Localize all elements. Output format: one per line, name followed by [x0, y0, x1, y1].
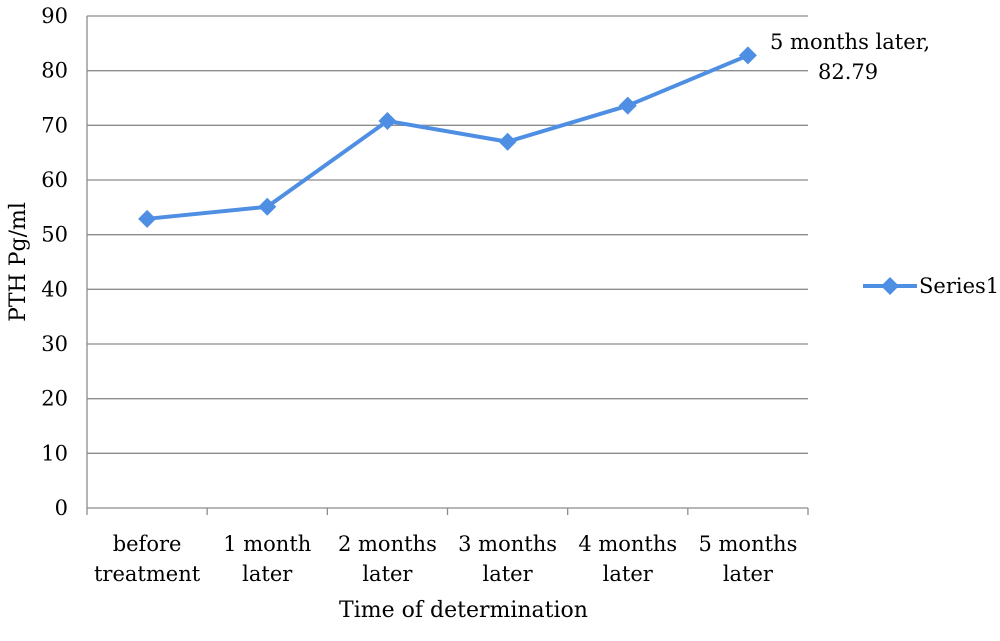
y-tick-40: 40	[41, 277, 68, 301]
x-tick-label-4: 4 months later	[578, 532, 677, 586]
x-tick-label-0: before treatment	[94, 532, 201, 586]
data-label-5: 5 months later, 82.79	[770, 30, 930, 84]
plot-area	[138, 46, 757, 228]
series-line-0	[146, 53, 749, 221]
y-tick-50: 50	[41, 223, 68, 247]
data-point-5	[738, 46, 757, 65]
y-tick-30: 30	[41, 332, 68, 356]
y-tick-80: 80	[41, 59, 68, 83]
data-point-0	[138, 209, 157, 228]
x-tick-label-1: 1 month later	[223, 532, 311, 586]
data-point-3	[498, 132, 517, 151]
y-tick-90: 90	[41, 4, 68, 28]
y-tick-20: 20	[41, 387, 68, 411]
data-point-2	[378, 111, 397, 130]
y-axis-label: PTH Pg/ml	[6, 202, 31, 322]
legend-marker-series1	[881, 277, 899, 295]
y-tick-10: 10	[41, 441, 68, 465]
y-tick-labels: 0 10 20 30 40 50 60 70 80 90	[41, 4, 68, 520]
x-tick-labels: before treatment 1 month later 2 months later…	[94, 532, 797, 586]
legend-label-series1: Series1	[919, 274, 999, 298]
legend: Series1	[863, 274, 999, 298]
data-point-1	[258, 197, 277, 216]
data-annotation: 5 months later, 82.79	[770, 30, 930, 84]
y-tick-70: 70	[41, 113, 68, 137]
y-tick-60: 60	[41, 168, 68, 192]
x-tick-label-2: 2 months later	[338, 532, 437, 586]
x-tick-label-5: 5 months later	[698, 532, 797, 586]
x-tick-label-3: 3 months later	[458, 532, 557, 586]
data-point-4	[618, 96, 637, 115]
x-axis-label: Time of determination	[339, 598, 588, 623]
gridlines	[86, 15, 809, 515]
y-tick-0: 0	[55, 496, 68, 520]
